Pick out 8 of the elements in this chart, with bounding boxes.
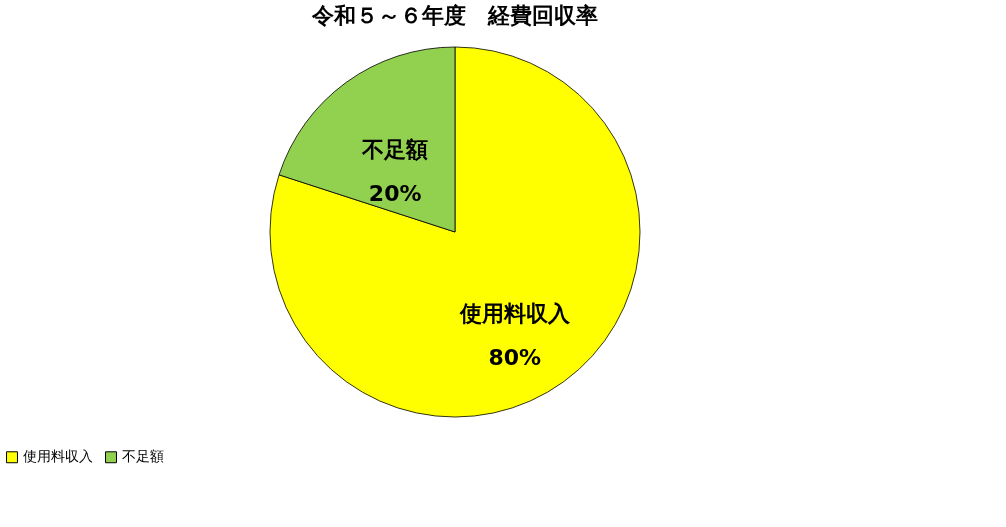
pie-slice [269,46,641,418]
slice-label: 使用料収入 [458,301,571,327]
legend-label: 使用料収入 [23,448,93,465]
data-label: 20% [368,180,422,206]
data-label: 80% [488,345,542,371]
slice-label: 不足額 [361,136,429,162]
legend-label: 不足額 [122,448,164,465]
chart-title: 令和５～６年度 経費回収率 [311,3,598,28]
